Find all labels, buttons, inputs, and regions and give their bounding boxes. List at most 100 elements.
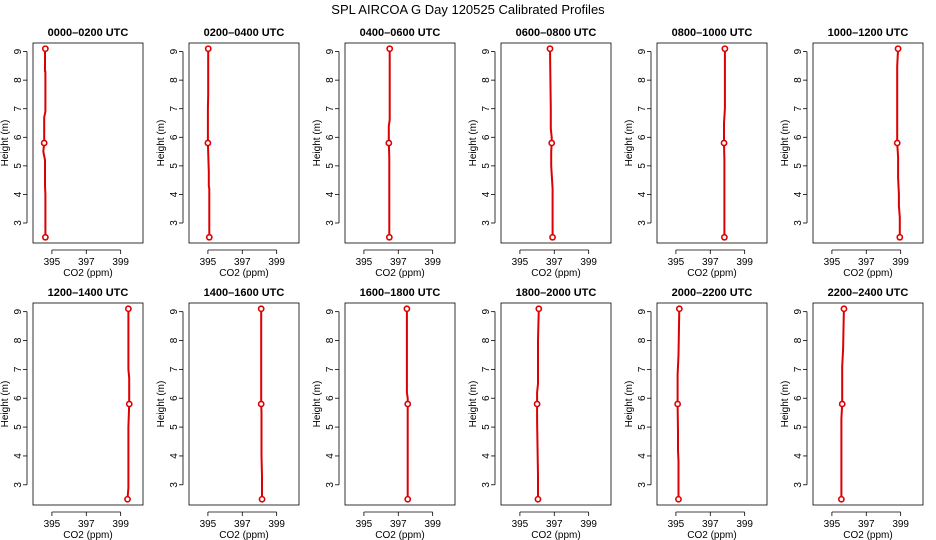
plot-frame [32,42,144,244]
y-tick-label: 7 [13,366,24,372]
y-tick-label: 4 [325,191,336,197]
measurement-point [124,495,131,503]
y-tick-label: 8 [13,337,24,343]
x-tick-label: 395 [44,519,61,530]
measurement-point [257,400,265,408]
panel-title: 0600–0800 UTC [516,27,597,39]
panel-title: 0400–0600 UTC [360,27,441,39]
x-tick-label: 395 [824,519,841,530]
x-tick-label: 397 [78,519,95,530]
y-tick-label: 9 [637,48,648,54]
x-tick-label: 399 [112,519,129,530]
y-tick-label: 6 [169,395,180,401]
y-tick-label: 7 [637,105,648,111]
y-tick-label: 7 [325,366,336,372]
measurement-point [721,45,729,53]
measurement-point [385,139,393,147]
x-axis-title: CO2 (ppm) [531,268,580,279]
y-tick-label: 5 [481,424,492,430]
x-axis-title: CO2 (ppm) [687,268,736,279]
measurement-point [838,400,846,408]
y-tick-label: 4 [637,191,648,197]
x-tick-label: 397 [546,257,563,268]
y-axis-title: Height (m) [312,120,323,167]
y-tick-label: 3 [325,482,336,488]
x-tick-label: 399 [892,519,909,530]
panel-title: 1200–1400 UTC [48,287,129,299]
measurement-point [124,305,132,313]
x-tick-label: 397 [390,519,407,530]
x-tick-label: 397 [546,519,563,530]
x-tick-label: 395 [356,519,373,530]
y-tick-label: 7 [793,105,804,111]
y-tick-label: 9 [481,308,492,314]
y-tick-label: 7 [169,105,180,111]
measurement-point [534,495,542,503]
co2-profile-line [387,48,391,238]
y-tick-label: 3 [13,220,24,226]
x-axis-title: CO2 (ppm) [375,268,424,279]
y-tick-label: 9 [481,48,492,54]
x-axis-title: CO2 (ppm) [375,530,424,540]
y-tick-label: 4 [169,453,180,459]
measurement-point [720,233,728,241]
panel-title: 1000–1200 UTC [828,27,909,39]
measurement-point [896,233,904,241]
y-tick-label: 7 [637,366,648,372]
y-tick-label: 5 [481,163,492,169]
panel-title: 2200–2400 UTC [828,287,909,299]
measurement-point [205,233,213,241]
y-tick-label: 9 [325,308,336,314]
measurement-point [386,45,394,53]
y-tick-label: 6 [637,134,648,140]
y-tick-label: 7 [793,366,804,372]
y-tick-label: 5 [169,163,180,169]
x-tick-label: 395 [512,519,529,530]
panel-title: 1600–1800 UTC [360,287,441,299]
y-tick-label: 9 [13,308,24,314]
measurement-point [41,45,49,53]
plot-frame [500,302,612,506]
measurement-point [257,305,265,313]
plot-frame [188,302,300,506]
measurement-point [894,45,902,53]
y-axis-title: Height (m) [624,381,635,428]
x-tick-label: 399 [268,257,285,268]
y-axis-title: Height (m) [0,381,11,428]
y-tick-label: 6 [169,134,180,140]
y-tick-label: 5 [325,163,336,169]
co2-profile-line [840,308,845,500]
measurement-point [720,139,728,147]
y-tick-label: 8 [481,77,492,83]
y-tick-label: 4 [13,453,24,459]
measurement-point [125,400,133,408]
plot-frame [188,42,300,244]
co2-profile-line [676,308,681,500]
y-tick-label: 9 [793,48,804,54]
y-tick-label: 6 [325,134,336,140]
y-tick-label: 3 [637,220,648,226]
measurement-point [404,400,412,408]
y-tick-label: 3 [325,220,336,226]
y-tick-label: 8 [169,337,180,343]
x-axis-title: CO2 (ppm) [843,268,892,279]
measurement-point [893,139,901,147]
y-axis-title: Height (m) [780,381,791,428]
co2-profile-line [536,308,540,500]
measurement-point [40,139,48,147]
y-axis-title: Height (m) [0,120,11,167]
y-tick-label: 5 [637,163,648,169]
y-tick-label: 6 [13,395,24,401]
x-tick-label: 399 [580,519,597,530]
x-tick-label: 395 [824,257,841,268]
y-tick-label: 6 [481,134,492,140]
y-tick-label: 4 [793,191,804,197]
